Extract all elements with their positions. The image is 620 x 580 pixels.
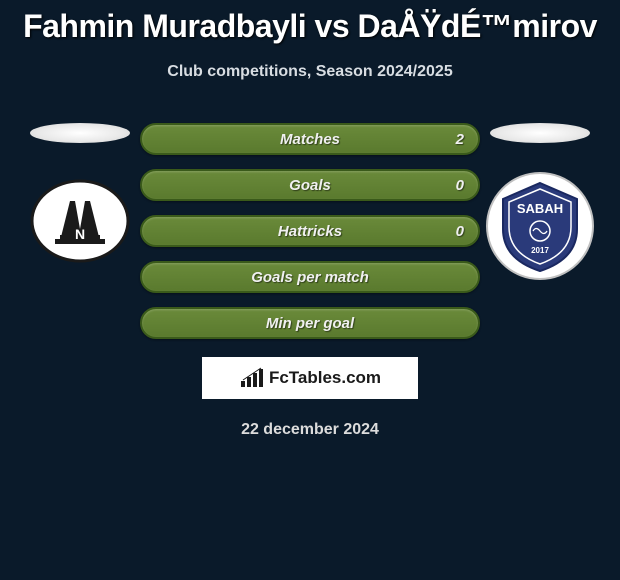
content-area: N Matches 2 Goals 0 Hattricks 0 Goals pe… [0, 123, 620, 339]
left-club-logo: N [30, 171, 130, 271]
stat-row-goals-per-match: Goals per match [140, 261, 480, 293]
player-oval-left [30, 123, 130, 143]
stat-value-right: 0 [456, 177, 464, 194]
chart-icon [239, 367, 265, 389]
stat-row-goals: Goals 0 [140, 169, 480, 201]
stat-label: Goals per match [251, 269, 369, 286]
stat-row-hattricks: Hattricks 0 [140, 215, 480, 247]
stat-label: Min per goal [266, 315, 354, 332]
stat-value-right: 2 [456, 131, 464, 148]
stats-column: Matches 2 Goals 0 Hattricks 0 Goals per … [140, 123, 480, 339]
svg-text:SABAH: SABAH [517, 201, 563, 216]
page-title: Fahmin Muradbayli vs DaÅŸdÉ™mirov [0, 0, 620, 45]
stat-row-matches: Matches 2 [140, 123, 480, 155]
brand-box: FcTables.com [202, 357, 418, 399]
svg-text:N: N [75, 226, 85, 242]
brand-text: FcTables.com [269, 368, 381, 388]
svg-text:2017: 2017 [531, 246, 549, 255]
stat-value-right: 0 [456, 223, 464, 240]
left-player-column: N [20, 123, 140, 271]
sabah-logo-icon: SABAH 2017 [485, 171, 595, 281]
page-subtitle: Club competitions, Season 2024/2025 [0, 63, 620, 81]
stat-label: Matches [280, 131, 340, 148]
neftchi-logo-icon: N [30, 179, 130, 263]
stat-label: Hattricks [278, 223, 342, 240]
stat-label: Goals [289, 177, 331, 194]
date-text: 22 december 2024 [0, 421, 620, 439]
player-oval-right [490, 123, 590, 143]
right-player-column: SABAH 2017 [480, 123, 600, 281]
stat-row-min-per-goal: Min per goal [140, 307, 480, 339]
right-club-logo: SABAH 2017 [485, 171, 595, 281]
